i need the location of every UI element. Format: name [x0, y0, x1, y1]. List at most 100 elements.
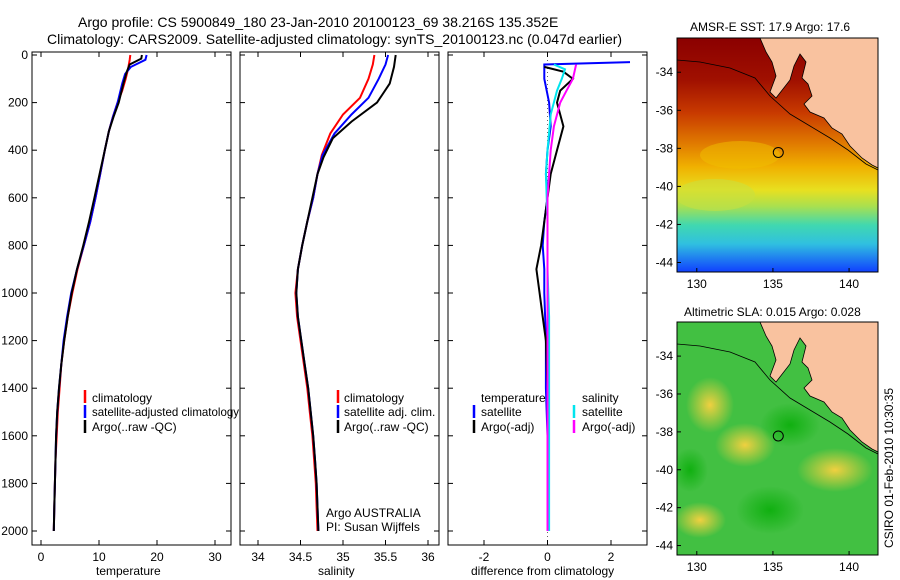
map-y-tick-label: -34 — [656, 349, 674, 363]
map-y-tick-label: -40 — [656, 463, 674, 477]
temperature-xlabel: temperature — [96, 564, 161, 578]
credit-agency: Argo AUSTRALIA — [326, 506, 421, 520]
y-tick-label: 1000 — [1, 286, 28, 300]
sla-map-title: Altimetric SLA: 0.015 Argo: 0.028 — [684, 305, 861, 319]
legend-label-sal-argo: Argo(-adj) — [582, 420, 635, 434]
sla-shelf-contour — [677, 343, 878, 455]
map-x-tick-label: 135 — [763, 277, 783, 291]
sla-high-3 — [797, 448, 873, 492]
x-tick-label: 2 — [608, 550, 615, 564]
map-y-tick-label: -44 — [656, 255, 674, 269]
x-tick-label: 20 — [150, 550, 164, 564]
legend-label-sal-satellite: satellite — [582, 405, 623, 419]
sla-high-4 — [677, 502, 726, 538]
x-tick-label: 0 — [38, 550, 45, 564]
difference-legend: temperature satellite Argo(-adj) salinit… — [472, 391, 635, 434]
temperature-lines — [52, 54, 148, 532]
sla-land — [759, 322, 878, 453]
map-x-tick-label: 140 — [839, 277, 859, 291]
y-tick-label: 2000 — [1, 524, 28, 538]
x-tick-label: 0 — [544, 550, 551, 564]
y-tick-label: 600 — [8, 191, 28, 205]
map-y-tick-label: -38 — [656, 425, 674, 439]
map-y-tick-label: -36 — [656, 103, 674, 117]
sla-argo-marker — [772, 430, 784, 442]
timestamp-stamp: CSIRO 01-Feb-2010 10:30:35 — [882, 388, 896, 548]
sst-map-panel: AMSR-E SST: 17.9 Argo: 17.6 130 135 140 -34… — [656, 20, 879, 291]
y-tick-label: 1800 — [1, 476, 28, 490]
y-tick-label: 400 — [8, 143, 28, 157]
sla-axes-box — [676, 321, 879, 556]
map-x-tick-label: 135 — [763, 560, 783, 574]
series-line — [541, 61, 631, 531]
map-y-tick-label: -42 — [656, 217, 674, 231]
series-line — [546, 64, 578, 531]
difference-lines — [535, 61, 631, 531]
series-line — [52, 54, 132, 532]
legend-label-argo: Argo(..raw -QC) — [92, 420, 177, 434]
x-tick-label: 36 — [421, 550, 435, 564]
temperature-legend: climatology satellite-adjusted climatolo… — [83, 390, 239, 434]
x-tick-label: 34 — [251, 550, 265, 564]
x-tick-label: 30 — [208, 550, 222, 564]
x-tick-label: 35 — [336, 550, 350, 564]
salinity-xlabel: salinity — [318, 564, 355, 578]
series-line — [52, 54, 143, 532]
sst-warm-eddy — [700, 141, 780, 169]
credit-pi: PI: Susan Wijffels — [326, 520, 420, 534]
sla-map-panel: Altimetric SLA: 0.015 Argo: 0.028 130 135… — [656, 305, 879, 574]
sla-low-1 — [760, 403, 820, 447]
y-tick-label: 1200 — [1, 334, 28, 348]
series-line — [544, 63, 567, 531]
series-line — [295, 54, 397, 532]
sla-ticks: 130 135 140 -34 -36 -38 -40 -42 -44 — [656, 349, 860, 574]
sla-low-3 — [677, 448, 708, 492]
x-tick-label: 35.5 — [374, 550, 398, 564]
legend-label-temp-satellite: satellite — [481, 405, 522, 419]
y-tick-label: 0 — [21, 48, 28, 62]
x-tick-label: 34.5 — [289, 550, 313, 564]
sla-low-2 — [736, 486, 804, 534]
legend-label-temp-argo: Argo(-adj) — [481, 420, 534, 434]
legend-heading-salinity: salinity — [582, 391, 619, 405]
sst-map-title: AMSR-E SST: 17.9 Argo: 17.6 — [690, 20, 850, 34]
salinity-lines — [294, 54, 397, 532]
header-line2: Climatology: CARS2009. Satellite-adjuste… — [47, 31, 622, 47]
map-y-tick-label: -40 — [656, 179, 674, 193]
sst-shelf-contour — [677, 59, 878, 171]
sst-land — [759, 38, 878, 169]
temperature-ticks: 0 10 20 30 — [32, 52, 231, 564]
legend-label-climatology: climatology — [92, 391, 152, 405]
map-y-tick-label: -44 — [656, 539, 674, 553]
salinity-legend: climatology satellite adj. clim. Argo(..… — [336, 390, 435, 434]
map-y-tick-label: -42 — [656, 501, 674, 515]
salinity-ticks: 34 34.5 35 35.5 36 — [240, 52, 439, 564]
depth-ticks: 0 200 400 600 800 1000 1200 1400 1600 1800 2000 — [1, 48, 28, 538]
x-tick-label: 10 — [92, 550, 106, 564]
legend-label-satellite: satellite-adjusted climatology — [92, 405, 239, 419]
y-tick-label: 1600 — [1, 429, 28, 443]
series-line — [295, 54, 390, 532]
salinity-panel: 34 34.5 35 35.5 36 salinity climatology sate… — [239, 51, 440, 578]
map-x-tick-label: 130 — [687, 560, 707, 574]
salinity-axes-box — [239, 51, 440, 546]
difference-xlabel: difference from climatology — [471, 564, 614, 578]
x-tick-label: -2 — [479, 550, 490, 564]
series-line — [52, 54, 148, 532]
sst-ticks: 130 135 140 -34 -36 -38 -40 -42 -44 — [656, 65, 860, 291]
temperature-axes-box — [31, 51, 232, 546]
legend-label-satellite: satellite adj. clim. — [344, 405, 435, 419]
difference-ticks: -2 0 2 — [448, 52, 647, 564]
y-tick-label: 200 — [8, 96, 28, 110]
map-x-tick-label: 130 — [687, 277, 707, 291]
legend-label-climatology: climatology — [344, 391, 404, 405]
y-tick-label: 1400 — [1, 381, 28, 395]
legend-heading-temperature: temperature — [481, 391, 546, 405]
map-x-tick-label: 140 — [839, 560, 859, 574]
difference-panel: -2 0 2 difference from climatology tempera… — [447, 51, 648, 578]
series-line — [535, 65, 575, 531]
temperature-panel: 0 10 20 30 0 200 400 600 800 1000 1200 1400 1600 180… — [1, 48, 239, 578]
sst-axes-box — [676, 37, 879, 273]
legend-label-argo: Argo(..raw -QC) — [344, 420, 429, 434]
sla-high-1 — [686, 377, 734, 433]
